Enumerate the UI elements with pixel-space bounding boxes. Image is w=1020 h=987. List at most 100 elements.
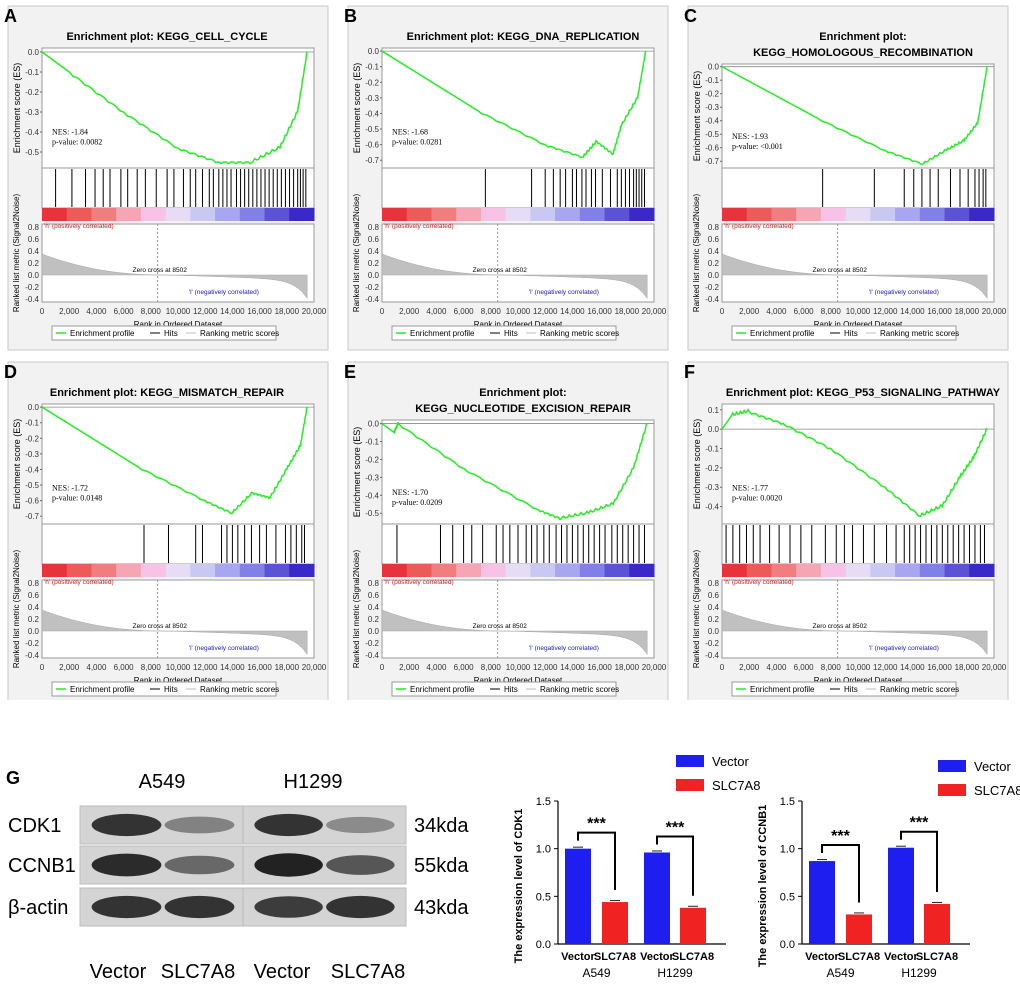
es-ytick: 0.0 [28, 403, 40, 412]
rank-ylabel: Ranked list metric (Signal2Noise) [12, 194, 21, 313]
heatmap-segment [394, 208, 408, 221]
heatmap-segment [140, 208, 154, 221]
heatmap-segment [944, 564, 958, 577]
significance-marker: *** [831, 828, 850, 845]
heatmap-segment [456, 208, 470, 221]
xtick-label: 4,000 [766, 307, 787, 316]
rank-ylabel: Ranked list metric (Signal2Noise) [352, 194, 361, 313]
es-ytick: -0.6 [365, 141, 379, 150]
positively-correlated-label: 'h' (positively correlated) [384, 579, 454, 586]
heatmap-segment [530, 564, 544, 577]
xtick-label: 4,000 [766, 663, 787, 672]
zero-cross-label: Zero cross at 8502 [813, 623, 868, 630]
xtick-label: 18,000 [955, 663, 980, 672]
es-ytick: -0.6 [25, 497, 39, 506]
xlabel: Rank in Ordered Dataset [814, 320, 903, 329]
heatmap-segment [604, 208, 618, 221]
rank-ytick: 0.4 [368, 247, 380, 256]
negatively-correlated-label: 'l' (negatively correlated) [189, 645, 259, 652]
heatmap-segment [858, 208, 871, 221]
size-label-1: 55kda [414, 855, 469, 877]
legend-box [391, 681, 617, 697]
xtick-label: 6,000 [794, 663, 815, 672]
heatmap-segment [820, 564, 834, 577]
xtick-label: 2,000 [399, 663, 420, 672]
legend-swatch-Vector [938, 760, 966, 772]
xtick-label: 18,000 [955, 307, 980, 316]
heatmap-segment [190, 208, 204, 221]
heatmap-segment [734, 564, 748, 577]
p-value: p-value: 0.0209 [392, 498, 442, 507]
significance-bracket [577, 831, 616, 891]
es-plot-area [381, 47, 655, 169]
gsea-panel-D: D Enrichment plot: KEGG_MISMATCH_REPAIR 0.… [4, 361, 329, 700]
xtick-label: 4,000 [86, 663, 107, 672]
heatmap-segment [518, 208, 531, 221]
ranking-metric-area [381, 609, 648, 656]
panel-letter-A: A [4, 6, 17, 26]
heatmap-segment [431, 208, 445, 221]
es-ytick: -0.5 [365, 125, 379, 134]
positively-correlated-label: 'h' (positively correlated) [44, 223, 114, 230]
heatmap-segment [981, 564, 995, 577]
p-value: p-value: <0.001 [732, 142, 783, 151]
panel-letter-E: E [344, 362, 356, 382]
western-blot: G A549 H1299 CDK1 34kda CCNB1 55kda β-actin 43kd… [6, 768, 469, 983]
xtick-label: 14,000 [220, 307, 245, 316]
protein-band [91, 895, 162, 919]
hits-area [41, 523, 315, 565]
enrichment-profile-line [41, 406, 308, 515]
heatmap-segment [190, 564, 204, 577]
p-value: p-value: 0.0082 [52, 137, 102, 146]
negatively-correlated-label: 'l' (negatively correlated) [529, 289, 599, 296]
panel-title: KEGG_NUCLEOTIDE_EXCISION_REPAIR [415, 403, 631, 415]
legend-ranking: Ranking metric scores [540, 329, 619, 338]
xtick-label: 6,000 [114, 307, 135, 316]
es-ytick: -0.2 [365, 78, 379, 87]
xtick-label: 2,000 [399, 307, 420, 316]
xtick-label: 18,000 [615, 663, 640, 672]
rank-ytick: 0.0 [708, 627, 720, 636]
heatmap-segment [54, 564, 68, 577]
es-ytick: -0.2 [25, 88, 39, 97]
xtick-label: 14,000 [560, 307, 585, 316]
xtick-label: 20,000 [982, 307, 1007, 316]
heatmap-segment [746, 564, 760, 577]
significance-bracket [656, 835, 694, 896]
heatmap-segment [579, 564, 593, 577]
zero-cross-label: Zero cross at 8502 [473, 267, 528, 274]
heatmap-segment [301, 208, 315, 221]
heatmap-segment [882, 564, 896, 577]
heatmap-segment [592, 564, 606, 577]
heatmap-segment [128, 208, 142, 221]
rank-ylabel: Ranked list metric (Signal2Noise) [352, 550, 361, 669]
es-ylabel: Enrichment score (ES) [352, 63, 362, 154]
panel-letter-B: B [344, 6, 357, 26]
p-value: p-value: 0.0148 [52, 493, 102, 502]
xtick-label: 12,000 [533, 663, 558, 672]
es-ytick: -0.5 [25, 481, 39, 490]
xtick-label: 16,000 [927, 663, 952, 672]
es-ylabel: Enrichment score (ES) [12, 419, 22, 510]
heatmap-segment [227, 564, 241, 577]
heatmap-segment [616, 208, 630, 221]
nes-value: NES: -1.72 [52, 483, 88, 492]
heatmap-segment [567, 208, 581, 221]
heatmap-segment [66, 208, 80, 221]
xtick-label: 6,000 [454, 663, 475, 672]
bar-chart-G-CDK1: 0.0 0.5 1.0 1.5 The expression level of CDK1… [513, 796, 726, 980]
heatmap-segment [103, 208, 117, 221]
es-ytick: 0.0 [28, 48, 40, 57]
heatmap-segment [796, 564, 810, 577]
rank-plot-area [721, 223, 995, 303]
es-plot-area [41, 403, 315, 525]
legend-profile: Enrichment profile [410, 329, 475, 338]
es-ytick: -0.2 [365, 455, 379, 464]
xtick-label: 16,000 [587, 663, 612, 672]
es-ytick: -0.1 [25, 419, 39, 428]
rank-ytick: 0.2 [708, 259, 720, 268]
heatmap-segment [140, 564, 154, 577]
panel-title: Enrichment plot: KEGG_P53_SIGNALING_PATH… [726, 387, 1001, 399]
heatmap-segment [870, 208, 884, 221]
heatmap-segment [882, 208, 896, 221]
